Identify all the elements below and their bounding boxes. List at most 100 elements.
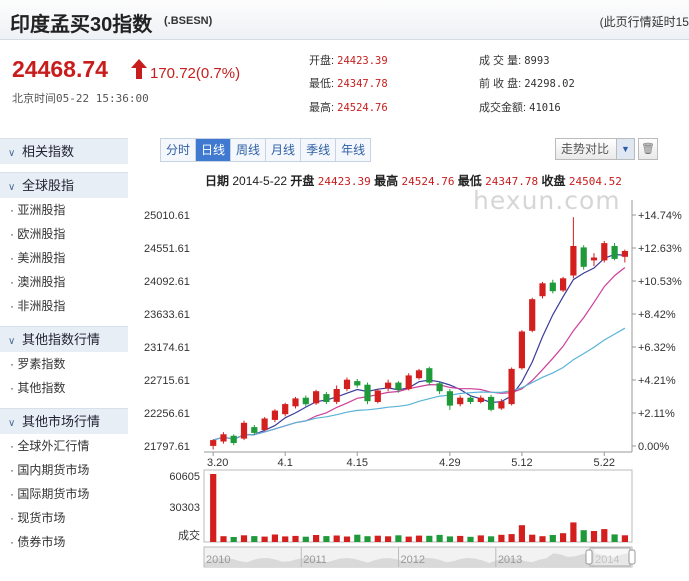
up-arrow-icon — [131, 59, 147, 79]
pct-tick-label: +4.21% — [638, 375, 676, 387]
overview-handle-left[interactable] — [585, 549, 593, 565]
candle-body — [611, 246, 618, 259]
volume-bar — [446, 536, 453, 542]
volume-bar — [590, 531, 598, 542]
sidebar-section-global[interactable]: ∨ 全球股指 — [0, 172, 128, 198]
current-price: 24468.74 — [12, 56, 108, 82]
info-date-label: 日期 — [205, 174, 230, 188]
sidebar-section-title: 其他市场行情 — [22, 414, 101, 429]
sidebar-item-america[interactable]: · 美洲股指 — [10, 251, 66, 265]
tab-intraday[interactable]: 分时 — [161, 139, 197, 161]
sidebar-item-europe[interactable]: · 欧洲股指 — [10, 227, 66, 241]
sidebar-section-other-index[interactable]: ∨ 其他指数行情 — [0, 326, 128, 352]
volume-bar — [240, 535, 248, 542]
volume-tick-label: 60605 — [169, 471, 200, 483]
compare-dropdown[interactable]: 走势对比 ▼ — [555, 138, 635, 160]
volume-bar — [415, 535, 423, 542]
kline-chart[interactable]: 25010.61 +14.74% 24551.61 +12.63% 24092.61 +1… — [140, 190, 689, 581]
quote-time: 北京时间05-22 15:36:00 — [12, 92, 149, 105]
sidebar-item-spot[interactable]: · 现货市场 — [10, 511, 66, 525]
watermark: hexun.com — [473, 186, 621, 215]
volume-bar — [508, 534, 515, 542]
volume-bar — [549, 535, 556, 542]
candle-body — [518, 331, 525, 369]
volume-bar — [210, 474, 217, 542]
low-stat: 最低: 24347.78 — [309, 75, 388, 91]
sidebar-section-related[interactable]: ∨ 相关指数 — [0, 138, 128, 164]
volume-bar — [251, 536, 258, 542]
volume-bar — [426, 535, 433, 542]
pct-tick-label: +8.42% — [638, 309, 676, 321]
volume-stat-label: 成 交 量: — [479, 55, 522, 67]
overview-year-label: 2010 — [206, 554, 230, 566]
prev-close-stat: 前 收 盘: 24298.02 — [479, 75, 575, 91]
candle-body — [313, 391, 320, 404]
overview-area — [204, 553, 632, 567]
candle-body — [529, 299, 536, 331]
chevron-down-icon[interactable]: ▼ — [616, 139, 634, 159]
sidebar-item-domestic-futures[interactable]: · 国内期货市场 — [10, 463, 90, 477]
candle-body — [601, 243, 608, 261]
candle-body — [333, 389, 340, 402]
volume-panel — [203, 469, 633, 543]
candle-body — [395, 382, 402, 390]
volume-bar — [271, 534, 278, 542]
sidebar-item-label: 非洲股指 — [17, 299, 66, 313]
sidebar-item-label: 美洲股指 — [17, 251, 66, 265]
sidebar-item-intl-futures[interactable]: · 国际期货市场 — [10, 487, 90, 501]
candle-body — [354, 381, 361, 386]
overview-handle-right[interactable] — [628, 549, 636, 565]
y-tick-label: 21797.61 — [144, 441, 190, 453]
sidebar-item-bonds[interactable]: · 债券市场 — [10, 535, 66, 549]
y-tick-label: 23174.61 — [144, 342, 190, 354]
candle-body — [302, 397, 309, 405]
sidebar-item-label: 国际期货市场 — [17, 487, 90, 501]
candle-body — [210, 440, 217, 446]
overview-year-label: 2012 — [401, 554, 425, 566]
info-high: 24524.76 — [401, 175, 455, 188]
candle-body — [343, 379, 351, 389]
sidebar: ∨ 相关指数 ∨ 全球股指 · 亚洲股指 · 欧洲股指 · 美洲股指 · 澳洲股指 … — [0, 138, 128, 554]
sidebar-item-oceania[interactable]: · 澳洲股指 — [10, 275, 66, 289]
sidebar-section-title: 相关指数 — [22, 144, 75, 159]
x-tick-label: 3.20 — [207, 457, 228, 469]
candle-body — [457, 397, 464, 405]
trash-icon[interactable]: 🗑 — [638, 138, 658, 160]
prev-close-stat-value: 24298.02 — [524, 78, 575, 90]
candle-body — [415, 370, 423, 379]
volume-tick-label: 30303 — [169, 502, 200, 514]
candle-body — [436, 383, 443, 392]
sidebar-item-africa[interactable]: · 非洲股指 — [10, 299, 66, 313]
tab-daily[interactable]: 日线 — [196, 139, 232, 161]
volume-bar — [611, 534, 618, 542]
info-low: 24347.78 — [485, 175, 539, 188]
sidebar-item-other-index[interactable]: · 其他指数 — [10, 381, 66, 395]
candle-body — [560, 278, 567, 291]
candle-body — [426, 368, 433, 383]
tab-monthly[interactable]: 月线 — [266, 139, 302, 161]
info-open: 24423.39 — [317, 175, 371, 188]
tab-quarterly[interactable]: 季线 — [301, 139, 337, 161]
sidebar-section-other-market[interactable]: ∨ 其他市场行情 — [0, 408, 128, 434]
delay-note: (此页行情延时15 — [599, 15, 689, 29]
volume-bar — [467, 536, 474, 542]
y-tick-label: 22256.61 — [144, 408, 190, 420]
volume-bar — [580, 530, 587, 542]
candle-body — [271, 410, 278, 420]
sidebar-item-asia[interactable]: · 亚洲股指 — [10, 203, 66, 217]
sidebar-item-forex[interactable]: · 全球外汇行情 — [10, 439, 90, 453]
tab-weekly[interactable]: 周线 — [231, 139, 267, 161]
candle-body — [230, 435, 237, 443]
volume-bar — [498, 534, 505, 542]
x-tick-label: 4.15 — [347, 457, 368, 469]
prev-close-stat-label: 前 收 盘: — [479, 78, 522, 90]
candle-body — [292, 398, 299, 407]
title-bar: 印度孟买30指数 (.BSESN) (此页行情延时15 — [0, 0, 689, 40]
y-tick-label: 24092.61 — [144, 276, 190, 288]
index-name: 印度孟买30指数 — [10, 14, 153, 36]
sidebar-item-label: 债券市场 — [17, 535, 66, 549]
sidebar-item-russell[interactable]: · 罗素指数 — [10, 357, 66, 371]
index-code: (.BSESN) — [164, 15, 213, 27]
tab-yearly[interactable]: 年线 — [336, 139, 371, 161]
overview-window — [589, 547, 631, 567]
